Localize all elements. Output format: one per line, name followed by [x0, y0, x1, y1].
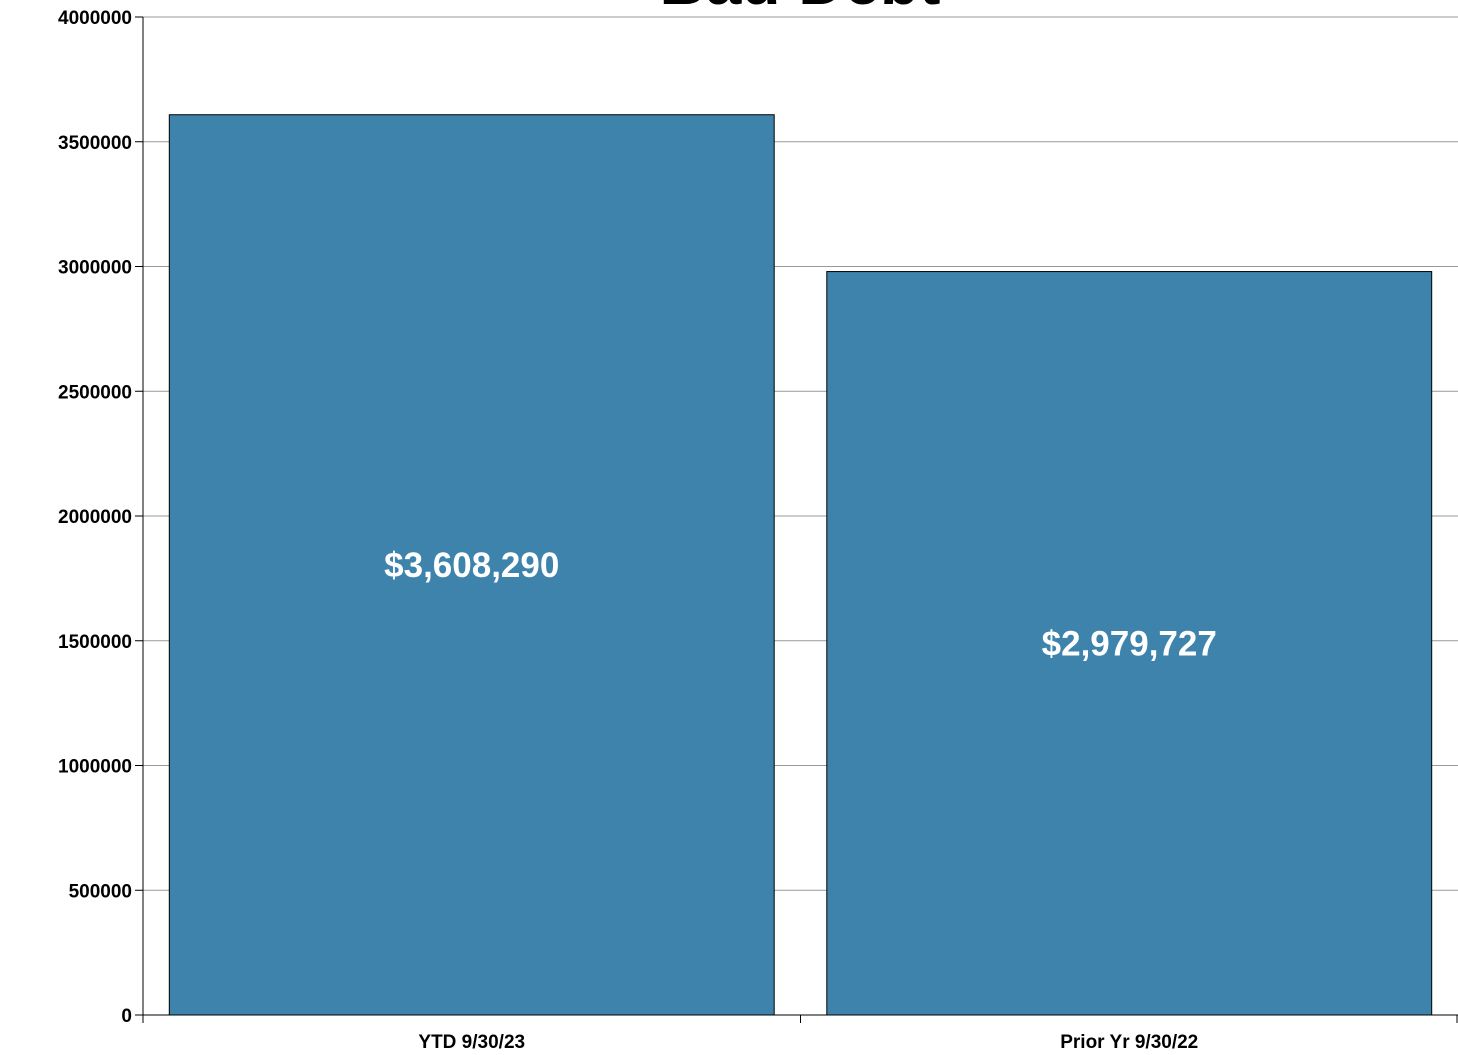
y-tick-label: 2000000: [58, 507, 132, 528]
chart-title: Bad Debt: [660, 0, 941, 18]
bar: [168, 114, 775, 1016]
data-label: $2,979,727: [1042, 624, 1217, 663]
x-tick-label: YTD 9/30/23: [418, 1032, 525, 1053]
y-tick-label: 3000000: [58, 258, 132, 279]
y-tick-label: 500000: [69, 881, 132, 902]
y-tick-label: 1500000: [58, 632, 132, 653]
y-tick-label: 2500000: [58, 382, 132, 403]
y-tick-label: 4000000: [58, 8, 132, 29]
y-tick-label: 0: [121, 1006, 132, 1027]
bar: [826, 271, 1433, 1016]
y-tick-label: 1000000: [58, 757, 132, 778]
y-tick-label: 3500000: [58, 133, 132, 154]
x-tick-label: Prior Yr 9/30/22: [1060, 1032, 1198, 1053]
data-label: $3,608,290: [384, 546, 559, 585]
